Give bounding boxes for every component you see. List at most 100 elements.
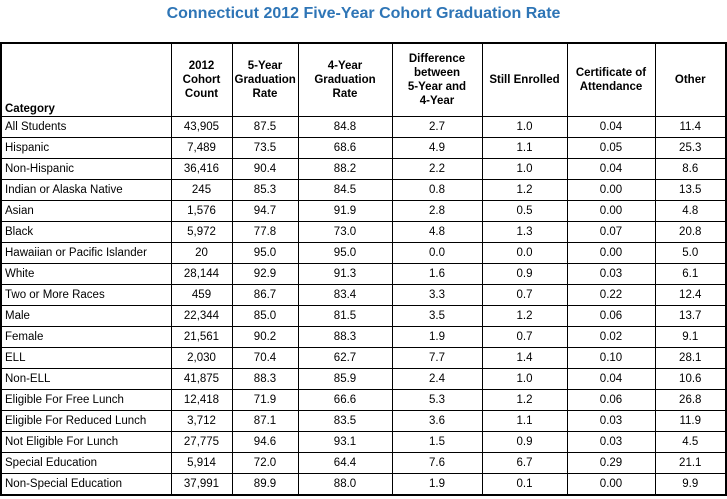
row-category: White bbox=[0, 263, 172, 285]
cell-five-year-rate: 90.4 bbox=[231, 158, 299, 180]
cell-other: 9.9 bbox=[654, 473, 727, 496]
header-row: Category 2012 Cohort Count 5-Year Graduati… bbox=[0, 42, 727, 117]
column-header-category: Category bbox=[0, 42, 172, 117]
table-row: Two or More Races 459 86.7 83.4 3.3 0.7 0.22 12… bbox=[0, 284, 727, 306]
cell-cohort-count: 5,972 bbox=[170, 221, 233, 243]
row-category: Hawaiian or Pacific Islander bbox=[0, 242, 172, 264]
cell-certificate-of-attendance: 0.05 bbox=[566, 137, 656, 159]
cell-four-year-rate: 88.3 bbox=[297, 326, 393, 348]
row-category: All Students bbox=[0, 116, 172, 138]
column-header-four-year-rate: 4-Year Graduation Rate bbox=[297, 42, 393, 117]
cell-difference: 7.7 bbox=[391, 347, 483, 369]
table-row: Hispanic 7,489 73.5 68.6 4.9 1.1 0.05 25.3 bbox=[0, 137, 727, 159]
row-category: Non-ELL bbox=[0, 368, 172, 390]
table-row: Eligible For Reduced Lunch 3,712 87.1 83.5 3… bbox=[0, 410, 727, 432]
table-row: All Students 43,905 87.5 84.8 2.7 1.0 0.04 11.4 bbox=[0, 116, 727, 138]
cell-cohort-count: 41,875 bbox=[170, 368, 233, 390]
cell-still-enrolled: 1.2 bbox=[481, 179, 568, 201]
cell-other: 10.6 bbox=[654, 368, 727, 390]
cell-certificate-of-attendance: 0.03 bbox=[566, 431, 656, 453]
cell-cohort-count: 27,775 bbox=[170, 431, 233, 453]
cell-cohort-count: 36,416 bbox=[170, 158, 233, 180]
cell-cohort-count: 5,914 bbox=[170, 452, 233, 474]
row-category: Two or More Races bbox=[0, 284, 172, 306]
table-row: Female 21,561 90.2 88.3 1.9 0.7 0.02 9.1 bbox=[0, 326, 727, 348]
cell-certificate-of-attendance: 0.00 bbox=[566, 200, 656, 222]
cell-other: 6.1 bbox=[654, 263, 727, 285]
column-header-difference: Difference between 5-Year and 4-Year bbox=[391, 42, 483, 117]
graduation-rate-table: Category 2012 Cohort Count 5-Year Graduati… bbox=[0, 42, 727, 496]
cell-certificate-of-attendance: 0.04 bbox=[566, 116, 656, 138]
cell-five-year-rate: 70.4 bbox=[231, 347, 299, 369]
cell-still-enrolled: 1.2 bbox=[481, 305, 568, 327]
page-title: Connecticut 2012 Five-Year Cohort Gradua… bbox=[166, 5, 561, 22]
cell-certificate-of-attendance: 0.10 bbox=[566, 347, 656, 369]
cell-still-enrolled: 6.7 bbox=[481, 452, 568, 474]
cell-other: 13.7 bbox=[654, 305, 727, 327]
cell-difference: 4.8 bbox=[391, 221, 483, 243]
cell-certificate-of-attendance: 0.00 bbox=[566, 242, 656, 264]
cell-four-year-rate: 88.0 bbox=[297, 473, 393, 496]
row-category: Not Eligible For Lunch bbox=[0, 431, 172, 453]
row-category: ELL bbox=[0, 347, 172, 369]
cell-five-year-rate: 71.9 bbox=[231, 389, 299, 411]
table-row: Non-Special Education 37,991 89.9 88.0 1.9 0.… bbox=[0, 473, 727, 496]
table-row: Hawaiian or Pacific Islander 20 95.0 95.0 0.… bbox=[0, 242, 727, 264]
table-row: White 28,144 92.9 91.3 1.6 0.9 0.03 6.1 bbox=[0, 263, 727, 285]
column-header-other: Other bbox=[654, 42, 727, 117]
cell-four-year-rate: 83.4 bbox=[297, 284, 393, 306]
cell-five-year-rate: 87.1 bbox=[231, 410, 299, 432]
cell-four-year-rate: 83.5 bbox=[297, 410, 393, 432]
row-category: Male bbox=[0, 305, 172, 327]
cell-difference: 1.6 bbox=[391, 263, 483, 285]
table-row: Indian or Alaska Native 245 85.3 84.5 0.8 1.2… bbox=[0, 179, 727, 201]
cell-difference: 3.6 bbox=[391, 410, 483, 432]
cell-certificate-of-attendance: 0.03 bbox=[566, 410, 656, 432]
cell-still-enrolled: 1.1 bbox=[481, 137, 568, 159]
cell-cohort-count: 3,712 bbox=[170, 410, 233, 432]
cell-other: 4.5 bbox=[654, 431, 727, 453]
cell-five-year-rate: 89.9 bbox=[231, 473, 299, 496]
cell-five-year-rate: 87.5 bbox=[231, 116, 299, 138]
cell-cohort-count: 459 bbox=[170, 284, 233, 306]
cell-other: 11.4 bbox=[654, 116, 727, 138]
cell-four-year-rate: 73.0 bbox=[297, 221, 393, 243]
cell-still-enrolled: 0.7 bbox=[481, 326, 568, 348]
cell-four-year-rate: 66.6 bbox=[297, 389, 393, 411]
cell-certificate-of-attendance: 0.07 bbox=[566, 221, 656, 243]
cell-difference: 3.5 bbox=[391, 305, 483, 327]
table-row: Not Eligible For Lunch 27,775 94.6 93.1 1.5 0… bbox=[0, 431, 727, 453]
cell-still-enrolled: 0.0 bbox=[481, 242, 568, 264]
cell-cohort-count: 20 bbox=[170, 242, 233, 264]
cell-four-year-rate: 64.4 bbox=[297, 452, 393, 474]
cell-certificate-of-attendance: 0.22 bbox=[566, 284, 656, 306]
cell-five-year-rate: 95.0 bbox=[231, 242, 299, 264]
column-header-certificate-of-attendance: Certificate of Attendance bbox=[566, 42, 656, 117]
cell-certificate-of-attendance: 0.02 bbox=[566, 326, 656, 348]
row-category: Asian bbox=[0, 200, 172, 222]
cell-five-year-rate: 88.3 bbox=[231, 368, 299, 390]
cell-four-year-rate: 62.7 bbox=[297, 347, 393, 369]
cell-other: 8.6 bbox=[654, 158, 727, 180]
cell-five-year-rate: 90.2 bbox=[231, 326, 299, 348]
cell-cohort-count: 22,344 bbox=[170, 305, 233, 327]
cell-cohort-count: 245 bbox=[170, 179, 233, 201]
cell-difference: 2.7 bbox=[391, 116, 483, 138]
cell-four-year-rate: 91.9 bbox=[297, 200, 393, 222]
cell-still-enrolled: 0.9 bbox=[481, 431, 568, 453]
cell-cohort-count: 2,030 bbox=[170, 347, 233, 369]
cell-five-year-rate: 77.8 bbox=[231, 221, 299, 243]
cell-still-enrolled: 1.2 bbox=[481, 389, 568, 411]
cell-difference: 1.9 bbox=[391, 326, 483, 348]
row-category: Hispanic bbox=[0, 137, 172, 159]
row-category: Female bbox=[0, 326, 172, 348]
cell-cohort-count: 1,576 bbox=[170, 200, 233, 222]
cell-still-enrolled: 0.1 bbox=[481, 473, 568, 496]
table-row: Eligible For Free Lunch 12,418 71.9 66.6 5.3… bbox=[0, 389, 727, 411]
row-category: Black bbox=[0, 221, 172, 243]
cell-certificate-of-attendance: 0.06 bbox=[566, 305, 656, 327]
cell-four-year-rate: 68.6 bbox=[297, 137, 393, 159]
row-category: Non-Special Education bbox=[0, 473, 172, 496]
cell-still-enrolled: 1.1 bbox=[481, 410, 568, 432]
